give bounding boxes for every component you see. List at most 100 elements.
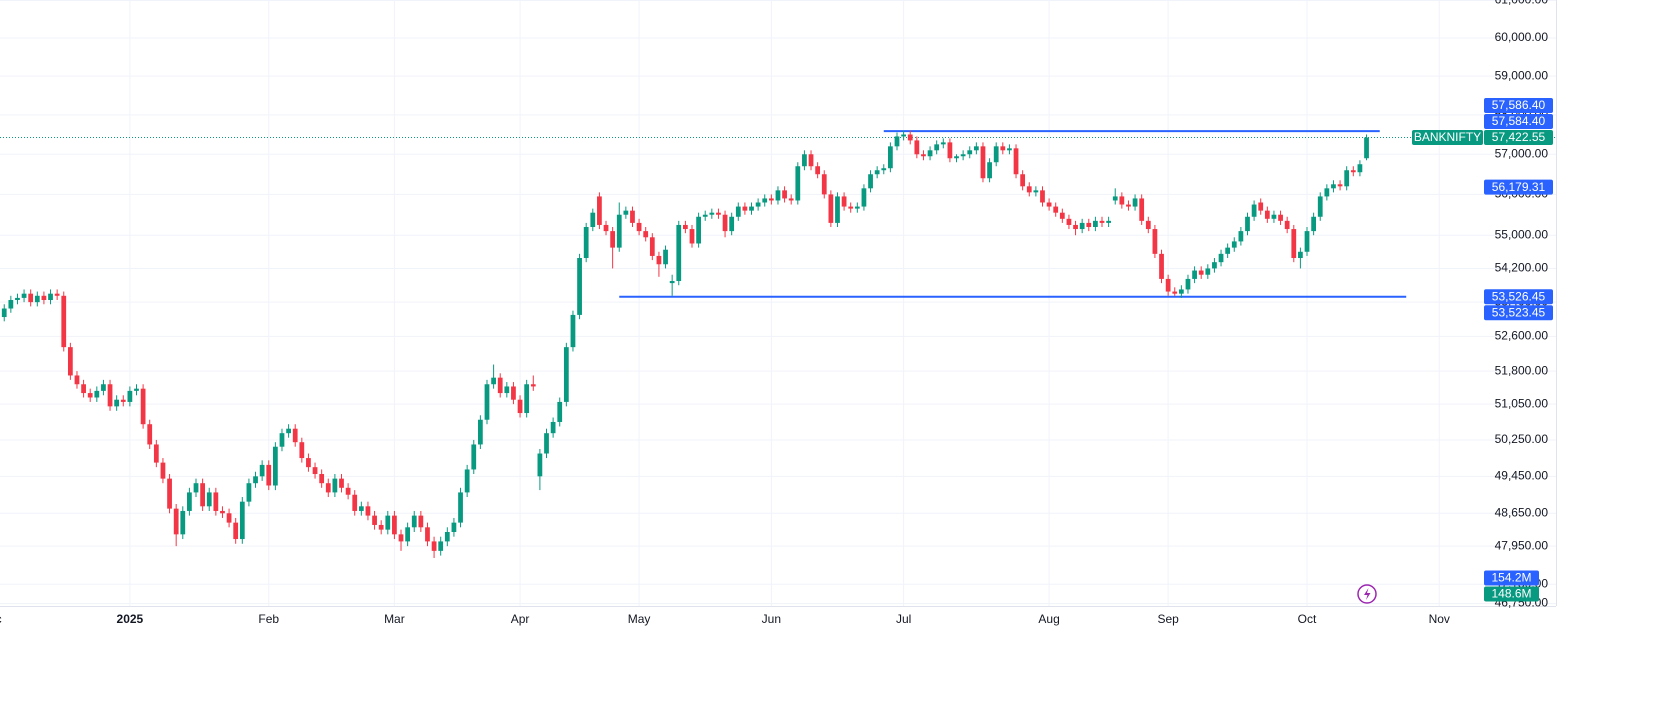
candle-body: [960, 154, 966, 157]
x-tick-label: Sep: [1157, 612, 1179, 626]
candle-body: [689, 229, 695, 244]
candle-body: [1020, 174, 1026, 187]
candle-body: [682, 224, 688, 230]
candle-body: [114, 399, 120, 407]
candle-body: [907, 134, 913, 141]
candle-body: [921, 154, 926, 157]
y-tick-label: 51,800.00: [1495, 363, 1549, 377]
volume-badge: [1484, 586, 1539, 602]
candle-body: [160, 462, 166, 479]
candle-body: [1152, 229, 1158, 254]
candle-body: [325, 483, 331, 493]
candle-body: [854, 206, 860, 209]
candle-body: [15, 297, 20, 301]
candle-body: [140, 388, 146, 425]
y-tick-label: 57,000.00: [1495, 146, 1549, 160]
candle-body: [1112, 196, 1118, 201]
candle-body: [901, 134, 906, 137]
candle-body: [749, 206, 754, 211]
x-tick-label: May: [628, 612, 651, 626]
candle-body: [511, 386, 516, 400]
candle-body: [993, 146, 999, 163]
candle-body: [563, 347, 569, 402]
candle-body: [1026, 186, 1032, 193]
candle-body: [550, 421, 556, 434]
candle-body: [405, 527, 411, 542]
candle-body: [180, 510, 186, 535]
candle-body: [663, 249, 668, 265]
candle-body: [1178, 289, 1184, 294]
x-tick-label: Jun: [762, 612, 781, 626]
candle-body: [914, 140, 920, 155]
candle-body: [127, 390, 133, 402]
symbol-badge: [1412, 130, 1483, 146]
candle-body: [828, 194, 834, 223]
candle-body: [1007, 148, 1012, 151]
candle-body: [21, 293, 27, 298]
icon-bolt[interactable]: [1364, 588, 1371, 600]
candle-body: [226, 513, 232, 523]
candle-body: [74, 375, 80, 385]
y-tick-label: 49,450.00: [1495, 468, 1549, 482]
candle-body: [94, 390, 100, 398]
candle-body: [636, 222, 642, 232]
candle-body: [729, 216, 735, 232]
candle-body: [239, 501, 245, 540]
candle-body: [1245, 216, 1250, 232]
price-badge: [1484, 98, 1553, 114]
candle-body: [1106, 220, 1111, 223]
candle-body: [1231, 241, 1237, 248]
candle-body: [1159, 253, 1164, 279]
candle-body: [927, 150, 933, 157]
candle-body: [735, 206, 741, 217]
candle-body: [67, 347, 73, 376]
candle-body: [603, 224, 609, 232]
candle-body: [107, 384, 113, 407]
candle-body: [835, 196, 840, 223]
lightning-icon[interactable]: [1357, 584, 1377, 604]
candle-body: [762, 198, 768, 203]
price-badge-label: 53,526.45: [1492, 289, 1546, 303]
candle-body: [339, 478, 344, 488]
candle-body: [365, 506, 371, 516]
candle-body: [1073, 224, 1078, 230]
candle-body: [616, 214, 622, 248]
price-badge-label: 53,523.45: [1492, 305, 1546, 319]
candle-body: [821, 174, 827, 195]
x-tick-label: 2025: [117, 612, 144, 626]
candle-body: [101, 384, 106, 391]
candle-body: [742, 206, 748, 211]
candle-body: [1033, 190, 1039, 193]
candle-body: [1192, 270, 1197, 279]
candle-body: [81, 384, 86, 394]
x-tick-label: Dec: [0, 612, 2, 626]
candle-body: [643, 231, 649, 238]
y-tick-label: 54,200.00: [1495, 261, 1549, 275]
candle-body: [1165, 278, 1171, 292]
candle-body: [1185, 278, 1191, 290]
candle-body: [577, 258, 582, 315]
candle-body: [544, 433, 549, 454]
candle-body: [332, 478, 338, 493]
candle-body: [597, 196, 602, 225]
candle-body: [894, 136, 900, 147]
candle-body: [418, 515, 424, 528]
candle-body: [134, 388, 139, 391]
candle-body: [1324, 188, 1330, 197]
volume-badge-label: 148.6M: [1491, 587, 1531, 601]
candle-body: [425, 527, 430, 542]
symbol-badge-label: BANKNIFTY: [1414, 130, 1481, 144]
candle-body: [967, 150, 973, 155]
y-tick-label: 47,950.00: [1495, 538, 1549, 552]
candle-body: [28, 293, 34, 303]
candle-body: [755, 202, 761, 207]
candle-body: [41, 295, 47, 301]
candle-body: [868, 174, 873, 189]
y-tick-label: 48,650.00: [1495, 505, 1549, 519]
candle-body: [272, 446, 278, 486]
candle-body: [524, 384, 530, 414]
candle-body: [1337, 184, 1343, 187]
candle-body: [504, 386, 510, 394]
